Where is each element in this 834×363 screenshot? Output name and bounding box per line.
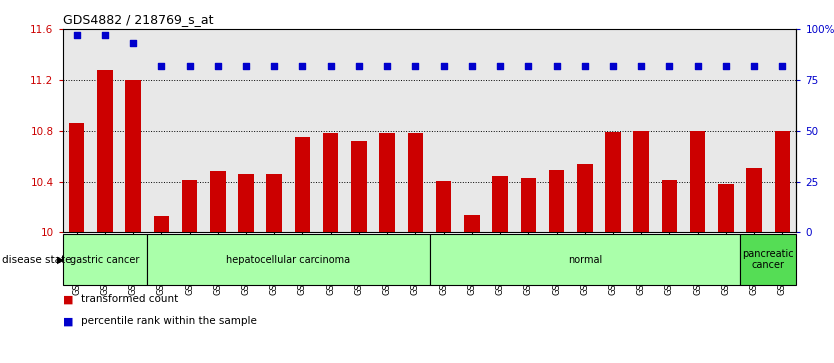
Point (154, 63, 168, 69)
Text: disease state: disease state (2, 254, 71, 265)
Point (127, 40, 140, 46)
Bar (464, 215, 480, 232)
Point (211, 63, 224, 69)
Bar (323, 133, 339, 232)
Bar (549, 170, 565, 232)
Text: normal: normal (568, 254, 602, 265)
Bar (740, 234, 796, 285)
Bar (492, 176, 508, 232)
Bar (436, 182, 451, 232)
Text: transformed count: transformed count (81, 294, 178, 305)
Bar (520, 178, 536, 232)
Bar (63, 234, 148, 285)
Point (268, 63, 281, 69)
Bar (379, 133, 395, 232)
Point (409, 63, 422, 69)
Bar (408, 133, 423, 232)
Bar (97, 70, 113, 232)
Text: gastric cancer: gastric cancer (70, 254, 139, 265)
Bar (718, 184, 734, 232)
Point (183, 63, 196, 69)
Bar (690, 131, 706, 232)
Point (663, 63, 676, 69)
Bar (661, 180, 677, 232)
Bar (69, 123, 84, 232)
Bar (351, 141, 367, 232)
Point (324, 63, 338, 69)
Bar (148, 234, 430, 285)
Point (550, 63, 563, 69)
Bar (239, 174, 254, 232)
Point (239, 63, 253, 69)
Point (578, 63, 591, 69)
Point (521, 63, 535, 69)
Bar (746, 167, 762, 232)
Text: ■: ■ (63, 316, 73, 326)
Text: ■: ■ (63, 294, 73, 305)
Point (465, 63, 479, 69)
Point (691, 63, 705, 69)
Bar (182, 180, 198, 232)
Bar (577, 164, 592, 232)
Point (635, 63, 648, 69)
Text: pancreatic
cancer: pancreatic cancer (742, 249, 794, 270)
Point (719, 63, 732, 69)
Point (70, 32, 83, 38)
Text: ▶: ▶ (57, 254, 64, 265)
Bar (605, 132, 620, 232)
Point (380, 63, 394, 69)
Bar (775, 131, 790, 232)
Text: GDS4882 / 218769_s_at: GDS4882 / 218769_s_at (63, 13, 213, 26)
Text: percentile rank within the sample: percentile rank within the sample (81, 316, 257, 326)
Bar (634, 131, 649, 232)
Text: hepatocellular carcinoma: hepatocellular carcinoma (226, 254, 350, 265)
Bar (430, 234, 740, 285)
Point (494, 63, 507, 69)
Point (352, 63, 365, 69)
Bar (210, 171, 225, 232)
Point (747, 63, 761, 69)
Point (296, 63, 309, 69)
Bar (267, 174, 282, 232)
Bar (153, 216, 169, 232)
Point (606, 63, 620, 69)
Bar (125, 80, 141, 232)
Point (437, 63, 450, 69)
Bar (294, 137, 310, 232)
Point (776, 63, 789, 69)
Point (98, 32, 112, 38)
